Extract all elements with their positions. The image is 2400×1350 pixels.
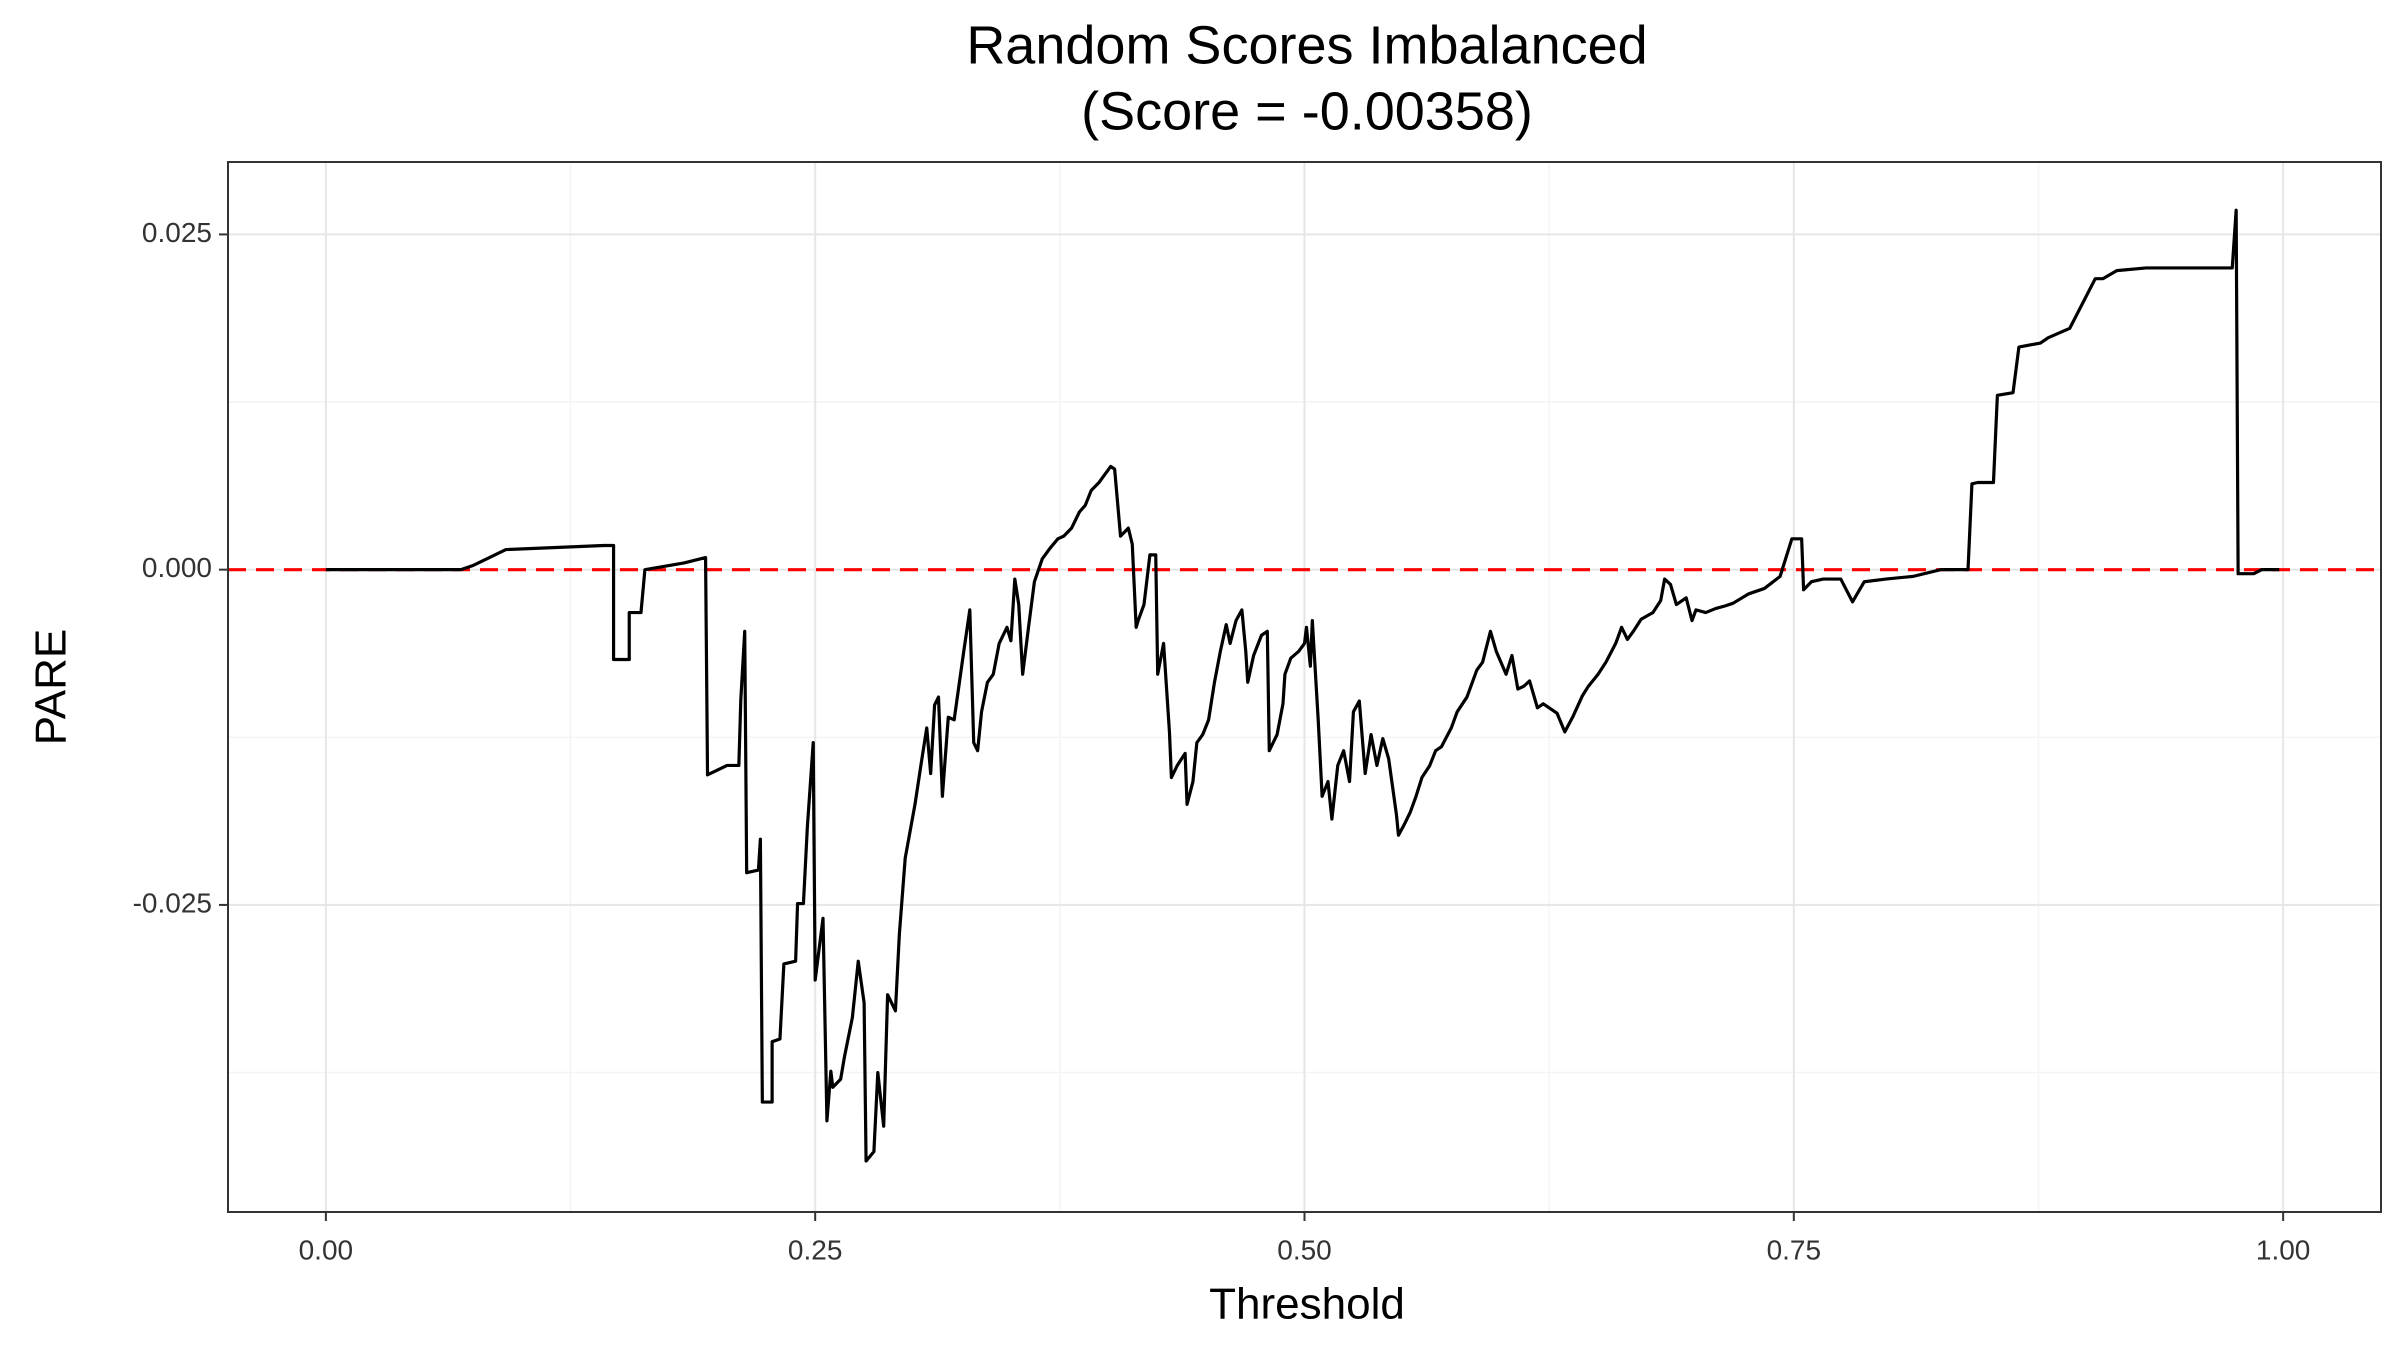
- x-tick-label: 0.50: [1277, 1234, 1332, 1265]
- x-tick-label: 0.00: [299, 1234, 354, 1265]
- y-tick-label: -0.025: [133, 887, 212, 918]
- x-tick-label: 0.25: [788, 1234, 843, 1265]
- y-tick-label: 0.025: [142, 217, 212, 248]
- chart-title: (Score = -0.00358): [1081, 81, 1533, 141]
- y-axis-title: PARE: [27, 629, 76, 746]
- x-tick-label: 0.75: [1767, 1234, 1822, 1265]
- chart-title: Random Scores Imbalanced: [966, 15, 1647, 75]
- data-line: [325, 208, 2280, 1163]
- y-tick-label: 0.000: [142, 552, 212, 583]
- x-axis-title: Threshold: [1209, 1280, 1405, 1329]
- plot-border: [227, 161, 2382, 1213]
- x-tick-label: 1.00: [2256, 1234, 2311, 1265]
